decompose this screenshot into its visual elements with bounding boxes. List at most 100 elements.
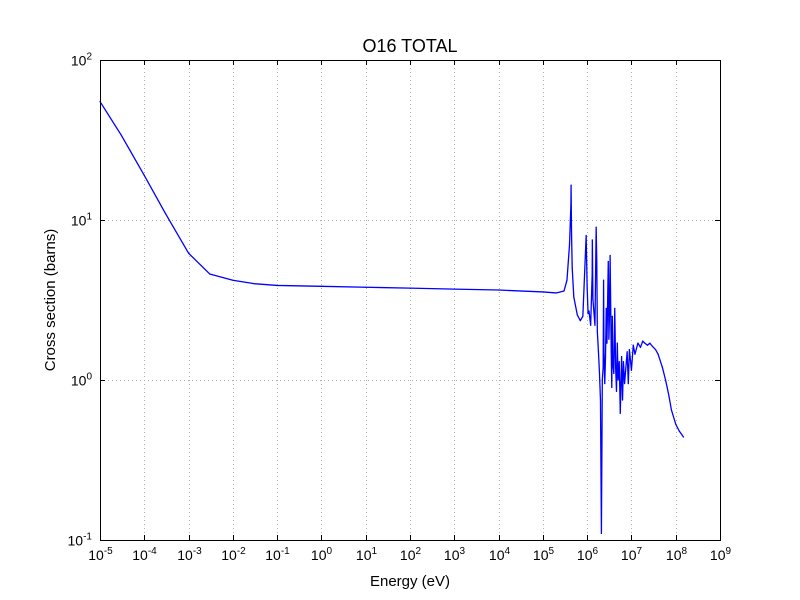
data-point <box>668 394 670 397</box>
data-point <box>630 369 633 371</box>
x-tick-label: 102 <box>400 546 422 563</box>
data-point <box>605 307 607 310</box>
data-point <box>626 351 628 353</box>
data-point <box>609 254 611 257</box>
data-point <box>644 342 646 344</box>
data-point <box>632 344 634 346</box>
data-point <box>623 382 626 385</box>
data-point <box>646 344 649 346</box>
y-tick-label: 100 <box>71 372 93 389</box>
data-point <box>675 423 677 425</box>
data-point <box>120 134 122 136</box>
data-point <box>566 279 568 281</box>
x-tick-label: 107 <box>621 546 643 563</box>
data-point <box>409 287 411 289</box>
data-point <box>587 313 589 315</box>
y-tick-label: 101 <box>71 212 93 229</box>
data-point <box>588 310 590 312</box>
data-point <box>585 234 587 237</box>
data-point <box>601 379 603 381</box>
x-tick-label: 100 <box>311 546 333 563</box>
data-point <box>276 284 278 287</box>
data-point <box>622 361 625 363</box>
data-point <box>614 307 616 310</box>
data-point <box>615 390 618 392</box>
data-point <box>611 315 613 317</box>
data-point <box>621 356 623 358</box>
data-point <box>579 320 581 322</box>
data-point <box>603 351 605 353</box>
x-tick-label: 106 <box>577 546 599 563</box>
data-point <box>453 288 455 290</box>
data-point <box>616 342 618 344</box>
data-point <box>542 291 544 293</box>
data-point <box>590 324 592 326</box>
data-point <box>642 340 644 342</box>
data-point <box>607 260 609 263</box>
data-point <box>187 252 190 254</box>
data-point <box>568 244 571 246</box>
data-point <box>621 399 624 401</box>
data-point <box>657 353 659 355</box>
data-point <box>661 366 663 368</box>
data-point <box>586 286 588 288</box>
x-tick-label: 108 <box>666 546 688 563</box>
data-point <box>627 382 629 385</box>
data-point <box>670 409 673 411</box>
data-point <box>634 353 636 355</box>
y-tick-label: 102 <box>71 52 93 69</box>
data-point <box>320 285 323 287</box>
data-point <box>637 342 639 344</box>
data-point <box>613 372 615 374</box>
data-point <box>596 260 598 263</box>
data-point <box>600 532 603 534</box>
data-point <box>611 386 613 388</box>
y-axis-label: Cross section (barns) <box>42 229 59 372</box>
data-point <box>571 267 573 269</box>
x-tick-label: 109 <box>710 546 732 563</box>
data-point <box>602 366 604 368</box>
data-point <box>604 382 606 385</box>
data-point <box>164 212 167 214</box>
data-point <box>594 324 596 326</box>
x-axis-label: Energy (eV) <box>370 573 450 590</box>
data-point <box>665 380 667 382</box>
data-point <box>599 399 602 401</box>
chart-title: O16 TOTAL <box>362 36 457 56</box>
data-point <box>576 314 578 316</box>
x-tick-label: 10-3 <box>177 546 202 563</box>
data-point <box>612 361 614 363</box>
data-point <box>604 356 607 358</box>
data-point <box>232 279 234 281</box>
data-point <box>596 331 598 333</box>
x-tick-label: 10-2 <box>221 546 246 563</box>
data-point <box>555 292 557 294</box>
data-point <box>591 239 593 241</box>
data-point <box>654 348 657 351</box>
data-point <box>610 351 612 353</box>
data-point <box>608 313 611 315</box>
data-point <box>608 338 610 340</box>
x-tick-label: 104 <box>489 546 511 563</box>
data-point <box>682 436 685 438</box>
plot-area <box>99 100 685 535</box>
data-point <box>595 226 597 228</box>
x-tick-label: 105 <box>533 546 555 563</box>
data-point <box>649 342 651 344</box>
x-tick-label: 103 <box>444 546 466 563</box>
data-point <box>591 273 593 275</box>
data-point <box>573 296 575 298</box>
data-point <box>253 283 255 285</box>
x-tick-label: 101 <box>356 546 378 563</box>
data-point <box>563 290 565 292</box>
data-point <box>592 298 594 300</box>
data-point <box>143 174 145 176</box>
data-point <box>615 366 617 368</box>
data-point <box>570 234 573 237</box>
data-point <box>651 345 654 348</box>
data-point <box>570 206 572 208</box>
x-tick-label: 10-5 <box>88 546 113 563</box>
y-tick-label: 10-1 <box>68 532 93 549</box>
